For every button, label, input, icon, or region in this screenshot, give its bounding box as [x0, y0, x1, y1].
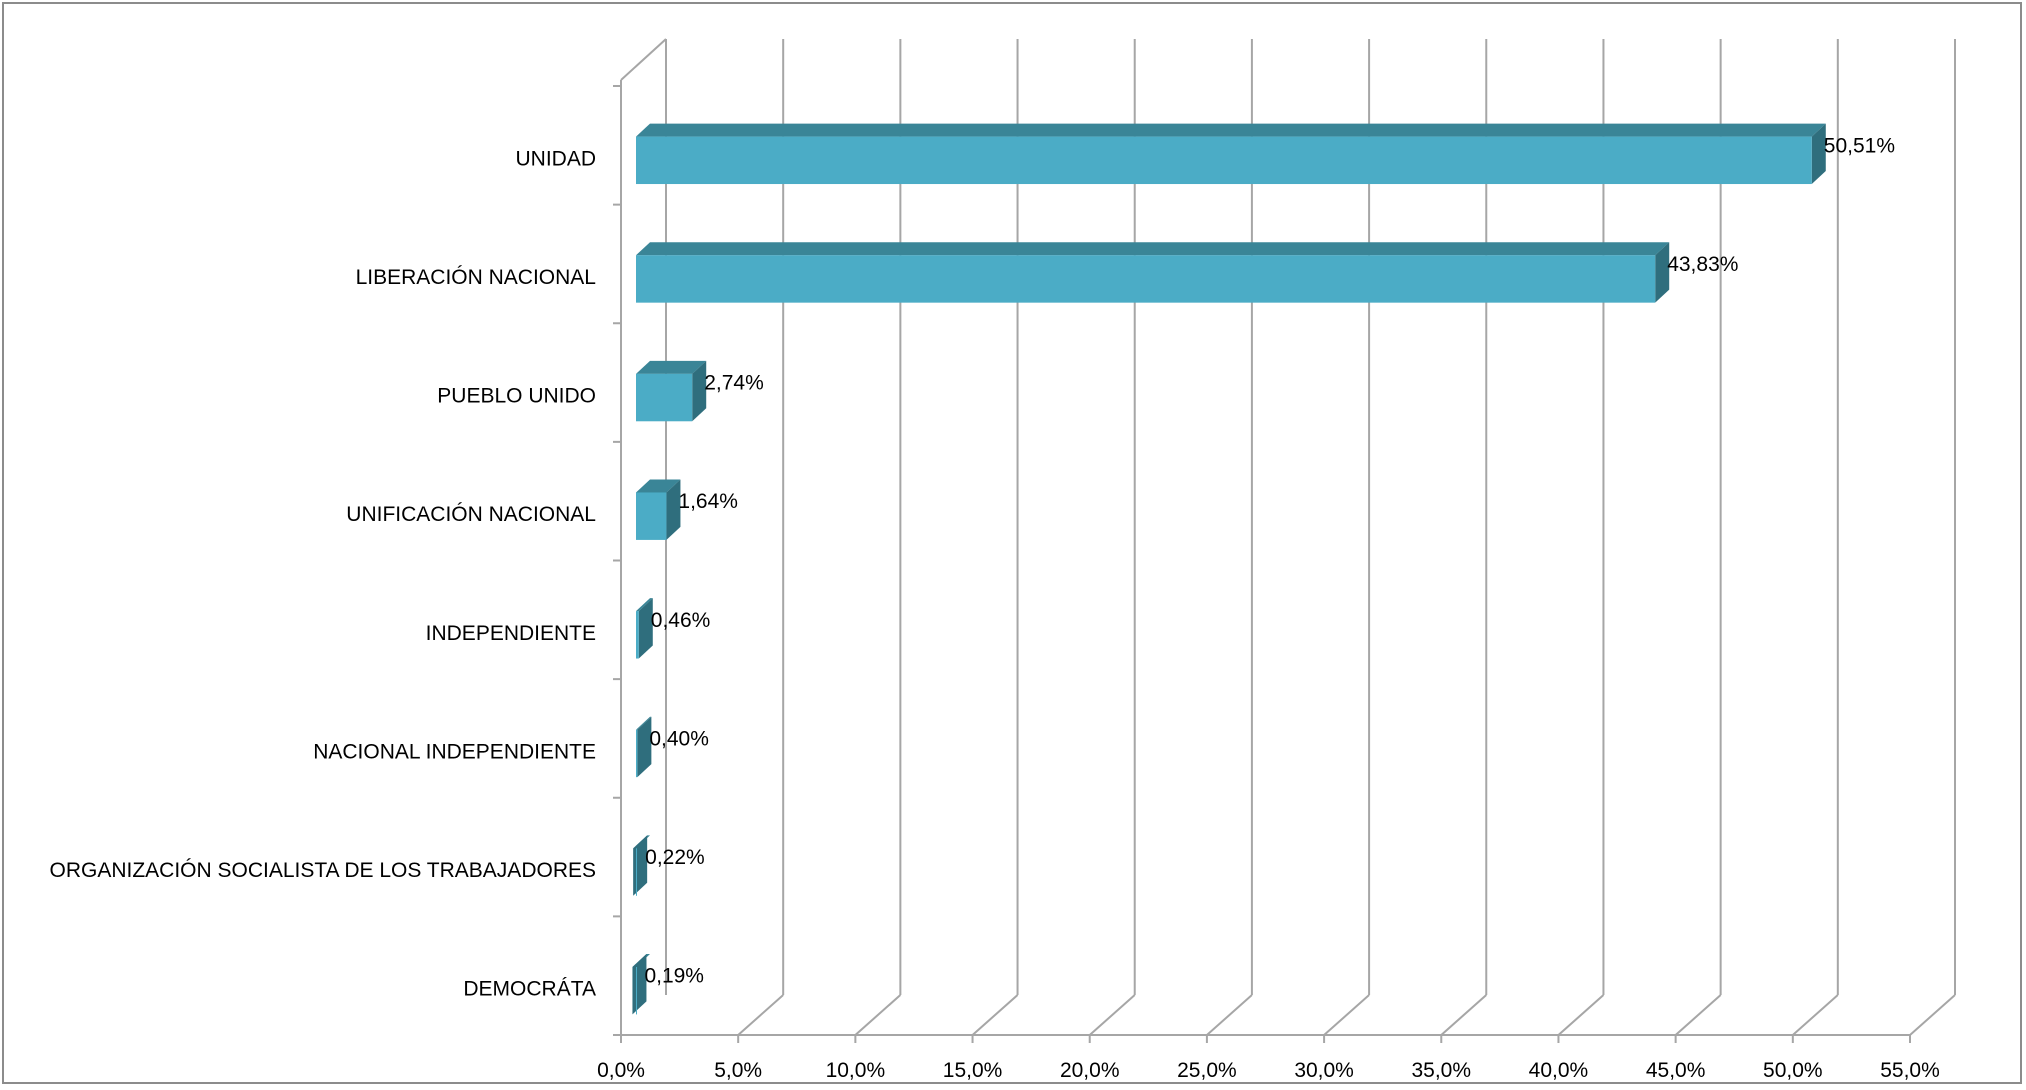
x-tick-label: 35,0% [1411, 1059, 1471, 1082]
category-label: UNIFICACIÓN NACIONAL [346, 503, 596, 526]
data-label: 0,46% [651, 609, 711, 632]
bar [636, 729, 638, 778]
bar [636, 136, 1812, 185]
category-label: PUEBLO UNIDO [437, 385, 596, 408]
data-label: 2,74% [704, 372, 764, 395]
gridline-floor [1323, 994, 1370, 1036]
category-label: INDEPENDIENTE [426, 622, 596, 645]
x-tick-label: 20,0% [1060, 1059, 1120, 1082]
y-axis-depth-line [620, 38, 667, 81]
bar [636, 373, 693, 422]
gridline-floor [737, 994, 784, 1036]
gridline-floor [1909, 994, 1956, 1036]
bar-side-face [692, 360, 707, 422]
gridline-floor [1557, 994, 1605, 1036]
x-tick-label: 5,0% [714, 1059, 762, 1082]
gridline-floor [1792, 994, 1839, 1036]
bar [636, 255, 1656, 303]
category-label: UNIDAD [515, 147, 596, 170]
x-tick-label: 45,0% [1646, 1059, 1706, 1082]
bar [636, 966, 637, 1015]
category-label: LIBERACIÓN NACIONAL [356, 266, 596, 289]
bar-top-face [636, 242, 1670, 256]
gridlines [665, 39, 1956, 1036]
category-label: NACIONAL INDEPENDIENTE [313, 740, 596, 763]
bar-top-face [636, 716, 652, 730]
bar-side-face [1811, 123, 1826, 185]
gridline-floor [1674, 994, 1722, 1036]
x-tick-label: 50,0% [1763, 1059, 1823, 1082]
labels: 0,0% 5,0% 10,0% 15,0% 20,0% 25,0% 30,0% 35,0% 40… [49, 134, 1939, 1082]
bar [636, 492, 667, 540]
gridline-floor [1089, 994, 1136, 1036]
bar-top-face [636, 479, 681, 493]
bar-top-face [636, 123, 1826, 137]
bar-side-face [1655, 242, 1670, 303]
gridline-floor [971, 994, 1019, 1036]
data-label: 43,83% [1667, 253, 1738, 276]
gridline-floor [1206, 994, 1253, 1036]
x-tick-label: 10,0% [826, 1059, 886, 1082]
x-tick-label: 25,0% [1177, 1059, 1237, 1082]
x-tick-label: 55,0% [1880, 1059, 1940, 1082]
x-tick-label: 0,0% [597, 1059, 645, 1082]
category-label: DEMOCRÁTA [463, 978, 596, 1001]
data-label: 0,40% [649, 727, 709, 750]
data-label: 50,51% [1824, 134, 1895, 157]
bar-side-face [637, 716, 652, 778]
bars [632, 123, 1826, 1015]
category-label: ORGANIZACIÓN SOCIALISTA DE LOS TRABAJADO… [49, 859, 596, 882]
bar [636, 848, 637, 896]
bar-top-face [636, 360, 707, 374]
x-tick-label: 15,0% [943, 1059, 1003, 1082]
bar-side-face [666, 479, 681, 540]
data-label: 0,19% [644, 965, 704, 988]
gridline-floor [1440, 994, 1487, 1036]
x-tick-label: 40,0% [1529, 1059, 1589, 1082]
data-label: 1,64% [678, 490, 738, 513]
bar-side-face [632, 953, 647, 1015]
bar [636, 611, 639, 659]
bar-chart: 0,0% 5,0% 10,0% 15,0% 20,0% 25,0% 30,0% 35,0% 40… [49, 38, 1956, 1082]
x-tick-label: 30,0% [1294, 1059, 1354, 1082]
axes [613, 38, 1911, 1043]
gridline-floor [854, 994, 902, 1036]
bar-top-face [636, 598, 653, 612]
bar-side-face [638, 598, 653, 659]
data-label: 0,22% [645, 846, 705, 869]
